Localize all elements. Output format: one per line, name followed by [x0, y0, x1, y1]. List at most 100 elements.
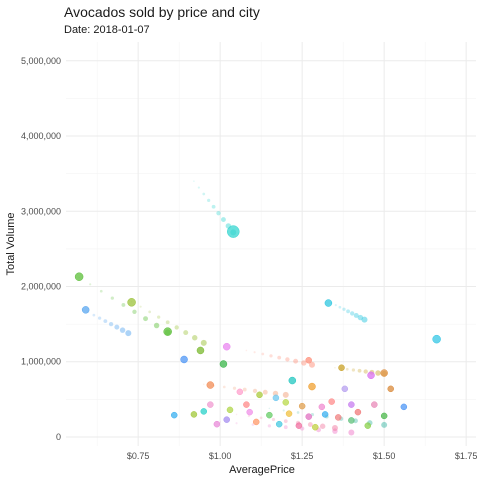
data-point: [312, 423, 319, 431]
trail-mark: [103, 319, 108, 324]
data-point: [180, 355, 188, 364]
trail-mark: [197, 186, 200, 189]
trail-mark: [363, 369, 368, 374]
trail-mark: [183, 330, 189, 336]
data-point: [308, 382, 316, 391]
trail-mark: [345, 367, 349, 371]
data-point: [318, 403, 326, 411]
data-point: [252, 418, 260, 426]
y-axis-label: Total Volume: [5, 213, 17, 276]
data-point: [354, 408, 362, 416]
data-point: [334, 414, 342, 421]
trail-mark: [375, 370, 381, 376]
data-point: [243, 401, 250, 408]
data-point: [285, 410, 293, 417]
trail-mark: [357, 368, 362, 373]
points: [74, 225, 441, 431]
trail-mark: [97, 316, 102, 320]
trail-mark: [338, 305, 342, 309]
trail-mark: [381, 421, 388, 428]
trail-mark: [242, 387, 247, 392]
data-point: [200, 408, 208, 415]
data-point: [272, 394, 280, 402]
trail-mark: [193, 180, 195, 182]
data-point: [298, 402, 306, 410]
trail-mark: [92, 313, 96, 317]
data-point: [305, 413, 312, 420]
data-point: [74, 272, 84, 281]
trail-mark: [247, 415, 250, 418]
data-point: [196, 346, 205, 355]
data-point: [222, 342, 231, 351]
grid: [66, 42, 476, 446]
trail-mark: [99, 289, 103, 293]
trail-mark: [334, 304, 337, 307]
trail-mark: [108, 321, 114, 327]
data-point: [81, 306, 90, 314]
trail-mark: [283, 419, 288, 424]
trail-mark: [119, 327, 126, 333]
trail-mark: [261, 352, 265, 356]
trail-mark: [309, 361, 315, 368]
y-tick-label: 1,000,000: [21, 357, 61, 367]
trail-mark: [282, 409, 285, 412]
trails: [78, 180, 388, 436]
data-point: [219, 360, 228, 368]
trail-mark: [348, 429, 355, 436]
trail-mark: [296, 411, 300, 414]
y-tick-label: 5,000,000: [21, 56, 61, 66]
trail-mark: [165, 320, 170, 325]
data-point: [380, 412, 388, 420]
data-point: [246, 408, 253, 416]
trail-mark: [202, 192, 206, 196]
y-tick-label: 3,000,000: [21, 206, 61, 216]
trail-mark: [267, 424, 271, 428]
data-point: [371, 401, 378, 408]
trail-mark: [132, 309, 137, 314]
trail-mark: [235, 422, 238, 425]
data-point: [207, 401, 214, 408]
trail-mark: [351, 368, 356, 372]
data-point: [341, 385, 349, 393]
trail-mark: [269, 354, 273, 358]
data-point: [380, 369, 388, 377]
trail-mark: [252, 388, 258, 394]
trail-mark: [342, 307, 346, 311]
data-point: [190, 411, 198, 418]
trail-mark: [153, 322, 160, 329]
data-point: [170, 411, 178, 419]
data-point: [328, 398, 335, 405]
trail-mark: [353, 313, 359, 318]
trail-mark: [143, 316, 148, 322]
trail-mark: [202, 383, 205, 386]
trail-mark: [268, 407, 271, 410]
trail-mark: [235, 413, 238, 416]
trail-mark: [271, 417, 276, 422]
data-point: [275, 420, 283, 428]
x-tick-label: $1.00: [209, 451, 232, 461]
trail-mark: [293, 358, 299, 364]
data-point: [266, 411, 273, 419]
data-point: [213, 420, 221, 428]
trail-mark: [319, 423, 326, 429]
x-tick-label: $1.25: [291, 451, 314, 461]
data-point: [348, 401, 355, 408]
data-point: [305, 356, 312, 364]
trail-mark: [277, 355, 282, 360]
chart-title: Avocados sold by price and city: [64, 4, 260, 20]
chart-subtitle: Date: 2018-01-07: [64, 24, 150, 36]
trail-mark: [192, 335, 198, 341]
data-point: [288, 376, 297, 385]
trail-mark: [211, 204, 216, 209]
trail-mark: [253, 351, 256, 354]
data-point: [364, 422, 372, 429]
trail-mark: [114, 324, 120, 330]
trail-mark: [285, 357, 290, 362]
data-point: [282, 399, 290, 406]
trail-mark: [331, 424, 338, 431]
data-point: [338, 364, 345, 372]
data-point: [295, 422, 303, 429]
x-tick-label: $1.50: [373, 451, 396, 461]
trail-mark: [307, 422, 313, 428]
trail-mark: [301, 360, 307, 366]
